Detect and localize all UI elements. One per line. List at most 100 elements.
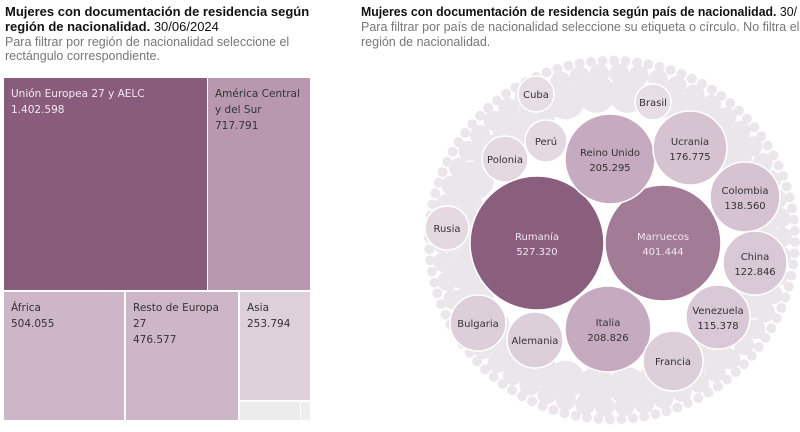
bubble-other[interactable]: [425, 255, 436, 266]
bubble-6[interactable]: China 122.846: [722, 230, 788, 296]
bubble-other[interactable]: [788, 259, 799, 270]
bubble-other[interactable]: [686, 73, 697, 84]
bubble-circle[interactable]: [685, 284, 751, 350]
bubble-circle[interactable]: [709, 161, 781, 233]
bubble-other[interactable]: [552, 63, 563, 74]
bubble-other[interactable]: [753, 342, 764, 353]
bubble-other[interactable]: [501, 88, 512, 99]
bubble-other[interactable]: [733, 105, 744, 116]
bubble-0[interactable]: Rumanía 527.320: [469, 175, 605, 311]
treemap-rect-1[interactable]: América Central y del Sur 717.791: [208, 78, 310, 290]
bubble-other[interactable]: [730, 367, 741, 378]
bubble-other[interactable]: [433, 177, 444, 188]
bubble-other[interactable]: [537, 384, 558, 405]
bubble-9[interactable]: Alemania: [506, 311, 564, 369]
bubble-other[interactable]: [609, 63, 630, 84]
bubble-circle[interactable]: [481, 135, 529, 183]
bubble-other[interactable]: [738, 359, 749, 370]
treemap-rect-3[interactable]: Resto de Europa 27 476.577: [126, 292, 238, 420]
bubble-other[interactable]: [593, 413, 604, 424]
bubble-other[interactable]: [683, 398, 694, 409]
bubble-circle[interactable]: [449, 294, 507, 352]
bubble-other[interactable]: [741, 113, 752, 124]
bubble-other[interactable]: [488, 371, 499, 382]
bubble-other[interactable]: [559, 408, 570, 419]
bubble-other[interactable]: [432, 288, 443, 299]
treemap-rect-other[interactable]: [240, 402, 300, 420]
bubble-other[interactable]: [458, 140, 479, 161]
bubble-other[interactable]: [424, 244, 435, 255]
bubble-circle[interactable]: [506, 311, 564, 369]
bubble-other[interactable]: [519, 375, 540, 396]
bubble-other[interactable]: [789, 237, 800, 248]
bubble-circle[interactable]: [424, 205, 470, 251]
bubble-label[interactable]: Brasil: [639, 98, 667, 109]
bubble-7[interactable]: Venezuela 115.378: [685, 284, 751, 350]
bubble-other[interactable]: [475, 110, 486, 121]
bubble-other[interactable]: [706, 84, 717, 95]
bubble-other[interactable]: [749, 122, 760, 133]
bubble-other[interactable]: [780, 292, 791, 303]
bubble-other[interactable]: [487, 353, 508, 374]
bubble-other[interactable]: [696, 78, 707, 89]
bubble-circle[interactable]: [469, 175, 605, 311]
bubble-other[interactable]: [507, 385, 518, 396]
bubble-label[interactable]: Rusia: [434, 224, 461, 235]
bubble-other[interactable]: [789, 225, 800, 236]
bubble-other[interactable]: [783, 281, 794, 292]
bubble-other[interactable]: [589, 63, 610, 84]
bubble-3[interactable]: Reino Unido 205.295: [564, 113, 656, 205]
bubble-circle[interactable]: [564, 113, 656, 205]
bubble-other[interactable]: [436, 299, 447, 310]
bubble-label[interactable]: China: [741, 252, 770, 263]
bubble-other[interactable]: [768, 150, 779, 161]
bubble-other[interactable]: [548, 404, 559, 415]
bubble-other[interactable]: [632, 57, 643, 68]
bubble-label[interactable]: Marruecos: [637, 232, 689, 243]
bubble-other[interactable]: [442, 156, 453, 167]
bubble-other[interactable]: [472, 356, 483, 367]
bubble-other[interactable]: [616, 414, 627, 425]
bubble-other[interactable]: [563, 60, 574, 71]
bubble-label[interactable]: Cuba: [523, 90, 549, 101]
bubble-other[interactable]: [609, 55, 620, 66]
bubble-label[interactable]: Alemania: [512, 336, 559, 347]
bubble-2[interactable]: Italia 208.826: [564, 285, 652, 373]
bubble-other[interactable]: [643, 59, 654, 70]
bubble-other[interactable]: [705, 361, 726, 382]
bubble-other[interactable]: [620, 56, 631, 67]
bubble-other[interactable]: [628, 65, 649, 86]
bubble-other[interactable]: [502, 365, 523, 386]
bubble-1[interactable]: Marruecos 401.444: [604, 184, 722, 302]
bubble-other[interactable]: [701, 94, 722, 115]
bubble-other[interactable]: [483, 110, 504, 131]
bubble-other[interactable]: [703, 387, 714, 398]
bubble-other[interactable]: [745, 319, 766, 340]
bubble-circle[interactable]: [604, 184, 722, 302]
bubble-other[interactable]: [437, 167, 448, 178]
bubble-other[interactable]: [480, 364, 491, 375]
bubble-13[interactable]: Perú: [524, 119, 568, 163]
bubble-label[interactable]: Polonia: [487, 155, 523, 166]
treemap-rect-0[interactable]: Unión Europea 27 y AELC 1.402.598: [4, 78, 207, 290]
bubble-label[interactable]: Venezuela: [692, 306, 743, 317]
treemap-rect-4[interactable]: Asia 253.794: [240, 292, 310, 400]
bubble-other[interactable]: [460, 127, 471, 138]
bubble-other[interactable]: [676, 69, 687, 80]
bubble-other[interactable]: [430, 188, 441, 199]
bubble-other[interactable]: [776, 302, 787, 313]
bubble-other[interactable]: [784, 192, 795, 203]
bubble-other[interactable]: [684, 84, 705, 105]
bubble-other[interactable]: [491, 95, 502, 106]
bubble-other[interactable]: [650, 409, 661, 420]
bubble-label[interactable]: Perú: [535, 136, 557, 148]
bubble-15[interactable]: Brasil: [634, 83, 672, 121]
bubble-other[interactable]: [483, 102, 494, 113]
bubble-other[interactable]: [654, 61, 665, 72]
bubble-label[interactable]: Bulgaria: [457, 319, 498, 330]
bubble-other[interactable]: [720, 349, 741, 370]
bubble-other[interactable]: [712, 381, 723, 392]
bubble-other[interactable]: [608, 367, 647, 406]
bubble-other[interactable]: [581, 412, 592, 423]
bubble-other[interactable]: [437, 271, 458, 292]
